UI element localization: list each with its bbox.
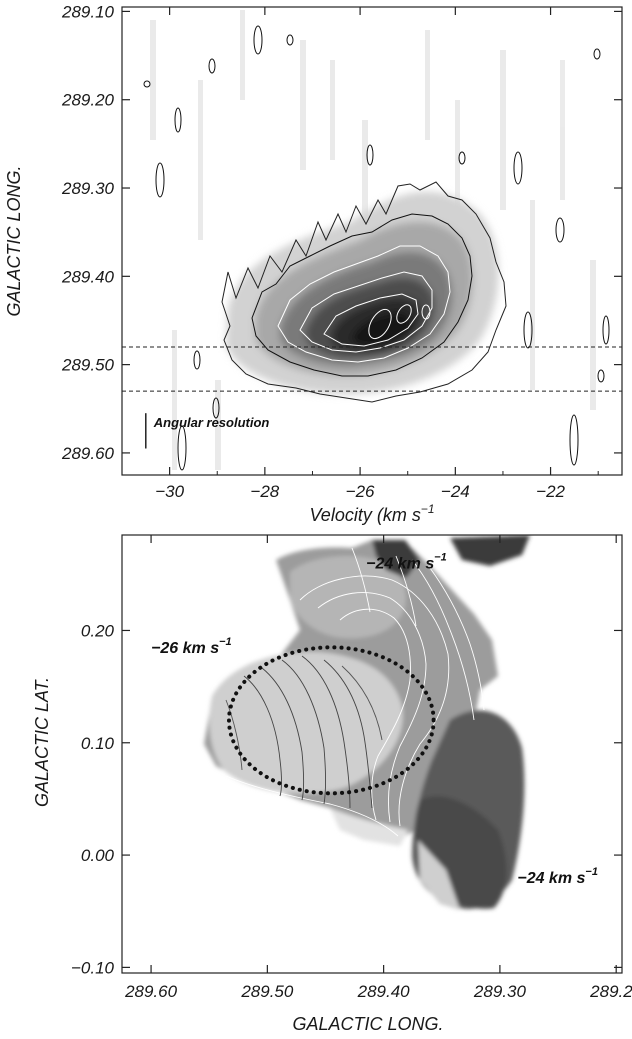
vmap-contour-white <box>351 547 371 613</box>
vmap-contour-dark <box>341 665 383 741</box>
pv-noise-contour <box>366 144 374 166</box>
vmap-y-axis-title: GALACTIC LAT. <box>32 677 52 807</box>
velocity-map-panel: −24 km s−1−26 km s−1−24 km s−1 289.60 289… <box>32 534 632 1034</box>
pv-noise-contour <box>555 217 565 243</box>
pv-noise-contour <box>602 315 610 345</box>
vmap-contour-white <box>395 555 417 627</box>
pv-noise-contour <box>208 58 216 74</box>
vmap-light-ellipse-region <box>209 651 403 794</box>
pv-noise-contour <box>523 311 533 349</box>
pv-noise-contour <box>569 414 579 466</box>
pv-x-tick-label: −24 <box>441 482 470 501</box>
pv-x-tick-label: −30 <box>155 482 184 501</box>
velocity-label: −24 km s−1 <box>366 552 447 573</box>
pv-diagram-panel: Angular resolution −30 −28 −26 −24 −22 289.1… <box>4 2 623 525</box>
vmap-y-tick-label: 0.20 <box>81 621 115 640</box>
pv-contour-4 <box>299 271 433 353</box>
pv-x-tick-label: −28 <box>250 482 279 501</box>
pv-contour-outer <box>221 181 507 403</box>
vmap-contour-dark <box>243 675 282 797</box>
pv-y-tick-label: 289.10 <box>61 2 115 21</box>
pv-noise-contour <box>212 397 220 419</box>
pv-contour-peak-b <box>396 304 412 324</box>
vmap-contour-white <box>317 592 427 823</box>
pv-dashed-lines <box>122 346 622 392</box>
vmap-contour-white <box>429 567 485 711</box>
vmap-edge-light <box>330 808 408 846</box>
pv-noise-contour <box>177 425 187 471</box>
vmap-x-axis-title: GALACTIC LONG. <box>292 1014 443 1034</box>
pv-plot-frame <box>121 6 623 476</box>
vmap-bottom-tail <box>418 840 460 910</box>
pv-x-tick-label: −22 <box>536 482 565 501</box>
pv-x-axis-title: Velocity (km s−1 <box>309 502 434 525</box>
pv-contour-peak-a <box>368 308 392 340</box>
vmap-x-tick-label: 289.40 <box>357 982 411 1001</box>
pv-noise-contour <box>155 162 165 198</box>
pv-noise-contour <box>193 350 201 370</box>
pv-contour-3 <box>277 245 451 363</box>
vmap-top-dark-patch <box>372 540 420 578</box>
pv-y-axis-title: GALACTIC LONG. <box>4 165 24 316</box>
vmap-contour-white <box>411 559 475 721</box>
vmap-top-right-patch <box>450 535 530 566</box>
vmap-contour-dark <box>225 699 243 771</box>
vmap-contour-white <box>339 608 411 821</box>
vmap-x-tick-label: 289.50 <box>240 982 294 1001</box>
pv-y-axis: 289.10 289.20 289.30 289.40 289.50 289.60 <box>61 2 622 463</box>
vmap-y-axis: −0.10 0.00 0.10 0.20 <box>71 621 622 977</box>
pv-noise-contour <box>174 107 182 133</box>
angular-resolution-label: Angular resolution <box>153 415 270 430</box>
pv-x-tick-label: −26 <box>346 482 375 501</box>
vmap-greyscale <box>204 535 530 910</box>
pv-noise-contour <box>513 151 523 185</box>
pv-y-tick-label: 289.30 <box>61 179 115 198</box>
velocity-label: −24 km s−1 <box>517 866 598 887</box>
vmap-x-tick-label: 289.20 <box>589 982 632 1001</box>
vmap-plot-frame <box>121 534 623 974</box>
pv-noise-contour <box>597 369 605 383</box>
vmap-y-tick-label: 0.10 <box>81 734 115 753</box>
vmap-emission <box>204 535 530 910</box>
pv-emission-greyscale <box>226 191 499 395</box>
pv-emission <box>143 10 610 471</box>
velocity-annotations: −24 km s−1 −26 km s−1 −24 km s−1 <box>151 552 598 887</box>
pv-contour-peak-c <box>421 304 431 320</box>
velocity-ellipse <box>226 645 436 796</box>
vmap-x-tick-label: 289.60 <box>124 982 178 1001</box>
vmap-x-tick-label: 289.30 <box>473 982 527 1001</box>
pv-contours <box>143 25 610 471</box>
pv-x-axis: −30 −28 −26 −24 −22 <box>121 7 599 501</box>
pv-noise-contour <box>286 34 294 46</box>
vmap-contour-dark <box>323 659 373 809</box>
pv-contour-5 <box>323 293 419 347</box>
pv-y-tick-label: 289.20 <box>61 91 115 110</box>
pv-noise-contour <box>143 80 151 88</box>
vmap-contours <box>225 547 485 837</box>
pv-noise-streaks <box>150 10 596 470</box>
vmap-contour-white <box>225 775 399 837</box>
vmap-y-tick-label: −0.10 <box>71 958 115 977</box>
pv-noise-contour <box>253 25 263 55</box>
velocity-ellipse-outline <box>226 645 436 796</box>
vmap-x-axis: 289.60 289.50 289.40 289.30 289.20 <box>124 535 632 1001</box>
vmap-contour-dark <box>261 667 304 801</box>
pv-noise-contour <box>593 48 601 60</box>
pv-y-tick-label: 289.60 <box>61 444 115 463</box>
vmap-y-tick-label: 0.00 <box>81 846 115 865</box>
vmap-contour-dark <box>281 659 326 805</box>
angular-resolution-annotation: Angular resolution <box>145 413 270 449</box>
pv-contour-2 <box>251 213 473 377</box>
velocity-label: −26 km s−1 <box>151 636 232 657</box>
pv-y-tick-label: 289.40 <box>61 267 115 286</box>
pv-noise-contour <box>458 151 466 165</box>
pv-y-tick-label: 289.50 <box>61 356 115 375</box>
vmap-contour-dark <box>301 655 351 809</box>
